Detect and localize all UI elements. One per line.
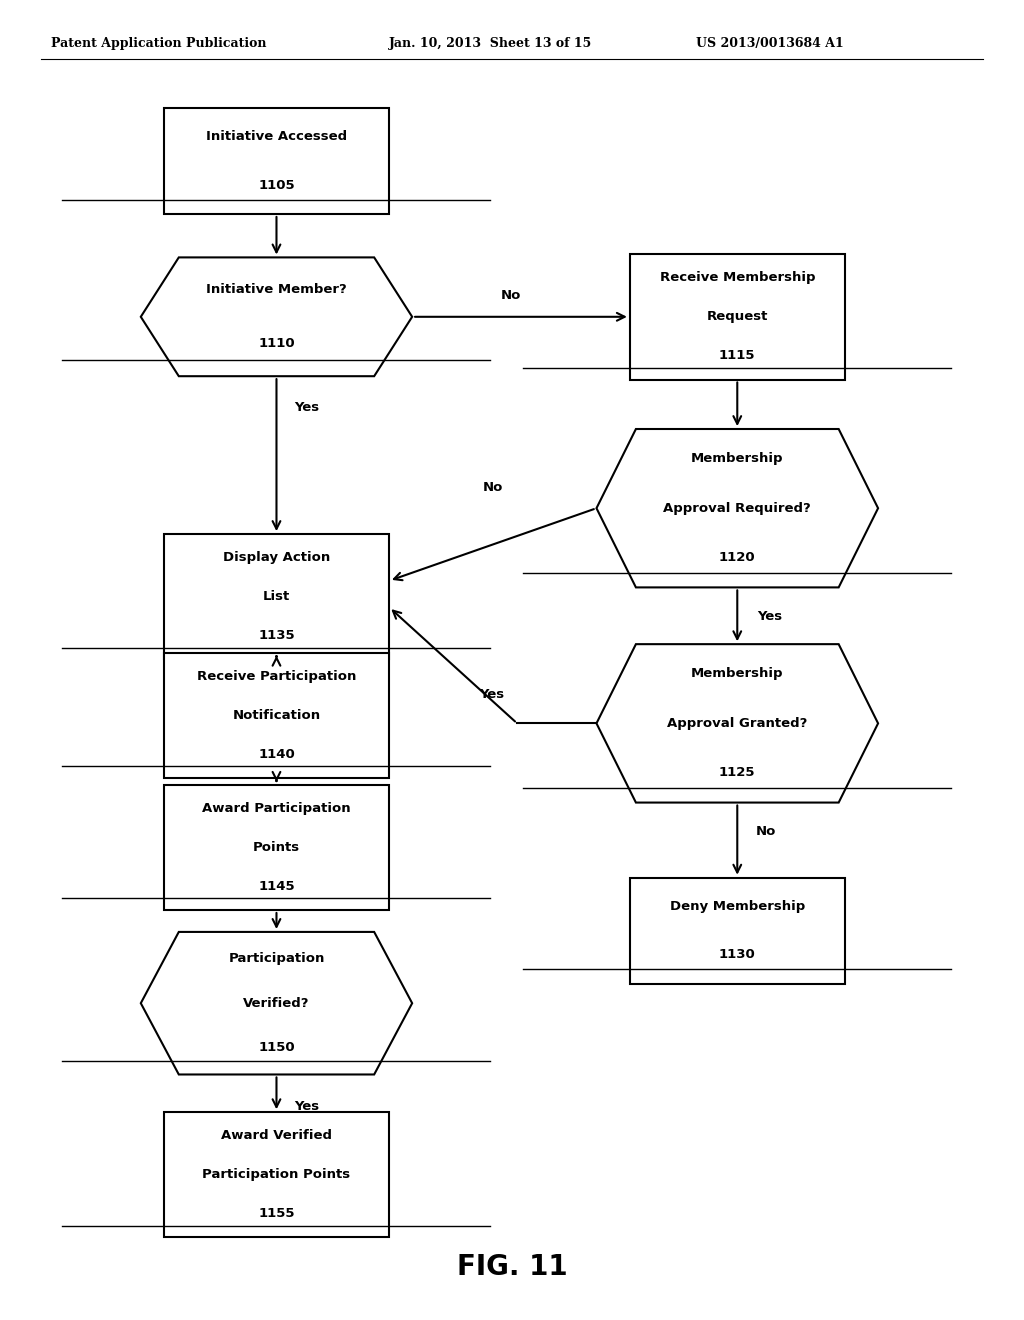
Text: Deny Membership: Deny Membership — [670, 900, 805, 913]
Text: 1120: 1120 — [719, 552, 756, 564]
Text: Display Action: Display Action — [223, 550, 330, 564]
Text: No: No — [482, 480, 503, 494]
Text: No: No — [756, 825, 776, 838]
Text: 1105: 1105 — [258, 178, 295, 191]
Text: Jan. 10, 2013  Sheet 13 of 15: Jan. 10, 2013 Sheet 13 of 15 — [389, 37, 592, 50]
Text: 1130: 1130 — [719, 948, 756, 961]
Bar — [164, 653, 389, 777]
Text: 1115: 1115 — [719, 350, 756, 363]
Text: Request: Request — [707, 310, 768, 323]
Text: Approval Granted?: Approval Granted? — [667, 717, 808, 730]
Bar — [164, 535, 389, 659]
Text: 1110: 1110 — [258, 338, 295, 350]
Polygon shape — [596, 644, 878, 803]
Text: Initiative Accessed: Initiative Accessed — [206, 131, 347, 144]
Bar — [164, 785, 389, 909]
Text: Approval Required?: Approval Required? — [664, 502, 811, 515]
Bar — [630, 878, 845, 983]
Text: 1135: 1135 — [258, 630, 295, 643]
Text: Yes: Yes — [758, 610, 782, 623]
Bar — [630, 255, 845, 380]
Text: 1155: 1155 — [258, 1208, 295, 1221]
Text: Receive Participation: Receive Participation — [197, 669, 356, 682]
Text: Award Verified: Award Verified — [221, 1129, 332, 1142]
Text: 1145: 1145 — [258, 880, 295, 894]
Text: Verified?: Verified? — [244, 997, 309, 1010]
Text: 1150: 1150 — [258, 1041, 295, 1055]
Text: Initiative Member?: Initiative Member? — [206, 284, 347, 296]
Text: Participation Points: Participation Points — [203, 1168, 350, 1181]
Polygon shape — [596, 429, 878, 587]
Text: US 2013/0013684 A1: US 2013/0013684 A1 — [696, 37, 844, 50]
Text: 1140: 1140 — [258, 748, 295, 762]
Bar — [164, 1113, 389, 1237]
Bar — [164, 108, 389, 214]
Text: List: List — [263, 590, 290, 603]
Text: Award Participation: Award Participation — [202, 801, 351, 814]
Text: Yes: Yes — [295, 1100, 319, 1113]
Text: Points: Points — [253, 841, 300, 854]
Text: Notification: Notification — [232, 709, 321, 722]
Text: No: No — [501, 289, 521, 302]
Text: Patent Application Publication: Patent Application Publication — [51, 37, 266, 50]
Text: Membership: Membership — [691, 453, 783, 465]
Text: Participation: Participation — [228, 952, 325, 965]
Text: FIG. 11: FIG. 11 — [457, 1253, 567, 1282]
Polygon shape — [141, 257, 412, 376]
Text: Yes: Yes — [479, 688, 504, 701]
Text: 1125: 1125 — [719, 767, 756, 779]
Text: Membership: Membership — [691, 668, 783, 680]
Text: Receive Membership: Receive Membership — [659, 271, 815, 284]
Text: Yes: Yes — [295, 401, 319, 414]
Polygon shape — [141, 932, 412, 1074]
